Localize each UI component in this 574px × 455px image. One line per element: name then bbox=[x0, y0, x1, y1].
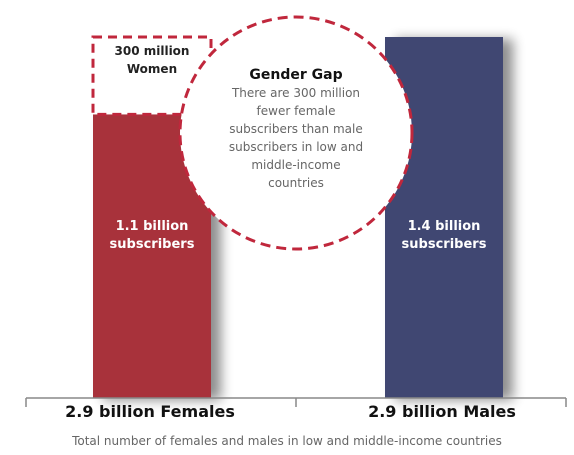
callout-circle bbox=[178, 15, 414, 251]
category-label-females: 2.9 billion Females bbox=[65, 402, 235, 421]
callout-text: There are 300 million fewer female subsc… bbox=[228, 86, 364, 190]
callout-layer bbox=[178, 15, 414, 251]
axis-layer bbox=[25, 397, 567, 407]
female-value-label: 1.1 billion subscribers bbox=[109, 219, 195, 252]
callout-title: Gender Gap bbox=[249, 67, 343, 83]
chart-caption: Total number of females and males in low… bbox=[72, 434, 502, 448]
male-value-label: 1.4 billion subscribers bbox=[401, 219, 487, 252]
gap-label-text: 300 million Women bbox=[114, 44, 190, 76]
gap-label: 300 million Women bbox=[90, 42, 214, 78]
category-label-males: 2.9 billion Males bbox=[368, 402, 516, 421]
